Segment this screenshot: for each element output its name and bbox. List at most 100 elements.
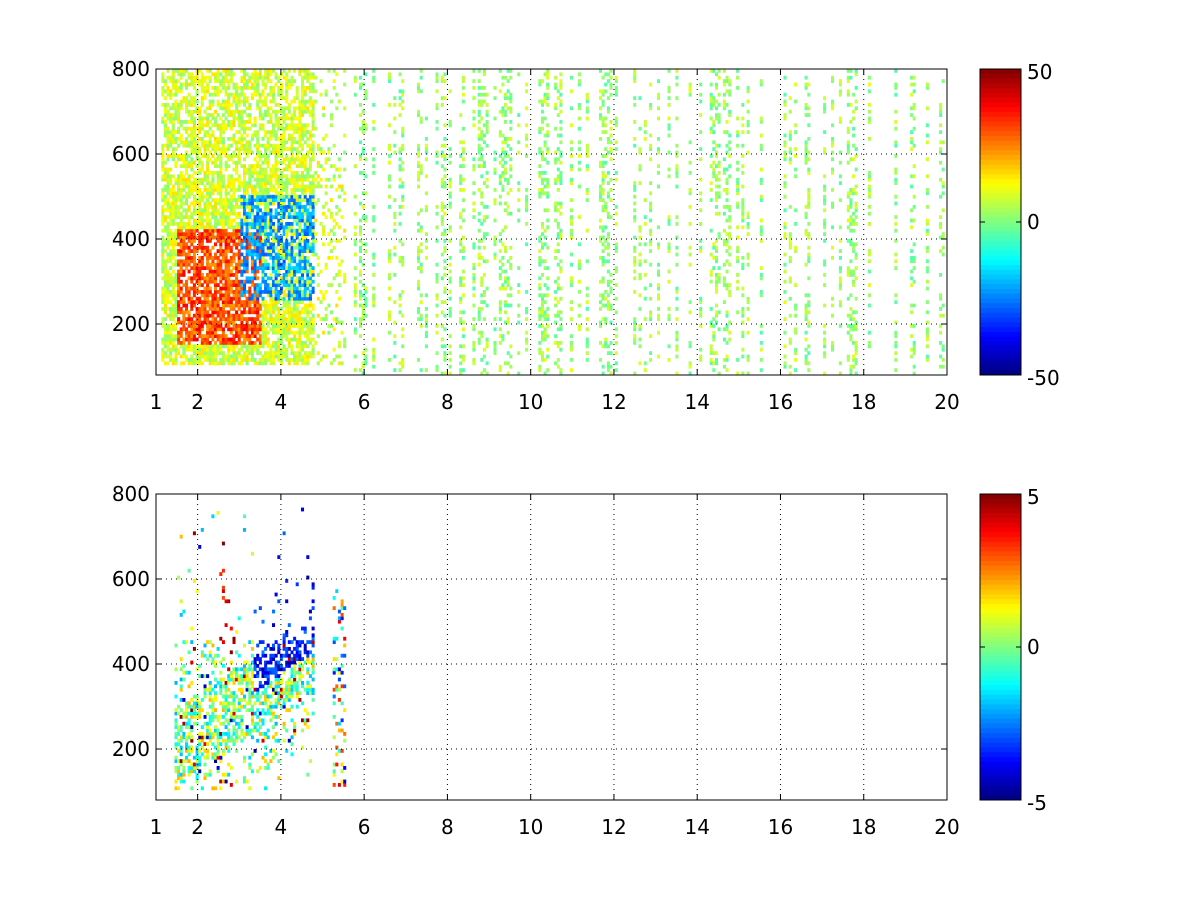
heatmap-cell [208, 181, 212, 185]
heatmap-cell [163, 96, 167, 100]
heatmap-cell [282, 109, 286, 114]
heatmap-cell [258, 361, 262, 366]
heatmap-cell [461, 320, 465, 325]
heatmap-cell [221, 103, 225, 107]
heatmap-cell [509, 286, 513, 291]
heatmap-cell [269, 116, 273, 121]
heatmap-cell [243, 327, 247, 332]
heatmap-cell [179, 235, 183, 240]
heatmap-cell [206, 259, 210, 264]
heatmap-cell [192, 133, 196, 138]
heatmap-cell [316, 361, 320, 366]
heatmap-cell [282, 266, 286, 270]
heatmap-cell [214, 317, 218, 321]
heatmap-cell [229, 181, 233, 185]
heatmap-cell [211, 232, 215, 236]
heatmap-cell [240, 354, 244, 359]
heatmap-cell [261, 167, 265, 172]
heatmap-cell [604, 290, 608, 294]
heatmap-cell [274, 194, 278, 199]
heatmap-cell [200, 361, 204, 366]
heatmap-cell [303, 256, 307, 260]
heatmap-cell [303, 330, 307, 335]
heatmap-cell [211, 361, 215, 366]
heatmap-cell [227, 143, 231, 148]
heatmap-cell [311, 133, 315, 138]
heatmap-cell [269, 228, 273, 233]
heatmap-cell [216, 351, 220, 355]
heatmap-cell [303, 174, 307, 179]
heatmap-cell [282, 317, 286, 321]
heatmap-cell [174, 303, 178, 308]
heatmap-cell [182, 174, 186, 179]
heatmap-cell [240, 99, 244, 104]
heatmap-cell [163, 106, 167, 111]
heatmap-cell [211, 174, 215, 179]
heatmap-cell [221, 113, 225, 117]
heatmap-cell [459, 140, 463, 145]
heatmap-cell [256, 344, 260, 349]
heatmap-cell [599, 137, 603, 141]
heatmap-cell [308, 310, 312, 315]
heatmap-cell [266, 276, 270, 281]
heatmap-cell [240, 92, 244, 97]
heatmap-cell [472, 327, 476, 332]
heatmap-cell [440, 184, 444, 189]
heatmap-cell [364, 157, 368, 162]
heatmap-cell [253, 69, 257, 73]
heatmap-cell [417, 160, 421, 165]
heatmap-cell [169, 313, 173, 318]
heatmap-cell [525, 137, 529, 141]
heatmap-cell [293, 300, 297, 304]
heatmap-cell [290, 150, 294, 155]
heatmap-cell [208, 324, 212, 328]
heatmap-cell [195, 344, 199, 349]
heatmap-cell [279, 317, 283, 321]
heatmap-cell [330, 310, 334, 315]
heatmap-cell [509, 157, 513, 162]
heatmap-cell [295, 303, 299, 308]
heatmap-cell [177, 235, 181, 240]
heatmap-cell [504, 167, 508, 172]
heatmap-cell [219, 194, 223, 199]
heatmap-cell [198, 330, 202, 335]
heatmap-cell [248, 198, 252, 202]
heatmap-cell [279, 361, 283, 366]
heatmap-cell [459, 225, 463, 230]
heatmap-cell [435, 79, 439, 83]
heatmap-cell [303, 218, 307, 223]
heatmap-cell [279, 160, 283, 165]
heatmap-cell [448, 225, 452, 230]
heatmap-cell [480, 256, 484, 260]
heatmap-cell [253, 344, 257, 349]
heatmap-cell [182, 245, 186, 250]
heatmap-cell [253, 194, 257, 199]
heatmap-cell [461, 293, 465, 298]
heatmap-cell [253, 157, 257, 162]
heatmap-cell [306, 249, 310, 253]
heatmap-cell [311, 344, 315, 349]
heatmap-cell [311, 354, 315, 359]
heatmap-cell [245, 347, 249, 352]
heatmap-cell [269, 184, 273, 189]
heatmap-cell [274, 150, 278, 155]
heatmap-cell [206, 320, 210, 325]
heatmap-cell [200, 96, 204, 100]
heatmap-cell [287, 327, 291, 332]
heatmap-cell [285, 177, 289, 182]
heatmap-cell [298, 222, 302, 226]
heatmap-cell [604, 208, 608, 213]
heatmap-cell [477, 103, 481, 107]
heatmap-cell [261, 171, 265, 175]
heatmap-cell [306, 358, 310, 362]
heatmap-cell [248, 167, 252, 172]
heatmap-cell [485, 130, 489, 134]
heatmap-cell [480, 300, 484, 304]
heatmap-cell [161, 92, 165, 97]
heatmap-cell [214, 211, 218, 216]
heatmap-cell [232, 208, 236, 213]
heatmap-cell [235, 242, 239, 247]
heatmap-cell [316, 351, 320, 355]
heatmap-cell [206, 293, 210, 298]
heatmap-cell [364, 126, 368, 131]
